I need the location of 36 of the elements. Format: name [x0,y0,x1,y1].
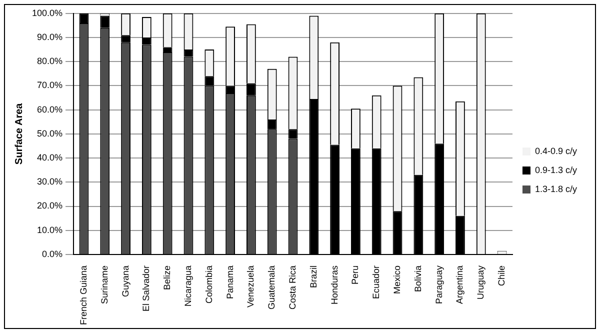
x-tick-label: Chile [496,265,507,286]
y-tick-label: 100.0% [32,8,63,18]
x-tick-label: Ecuador [371,265,382,299]
y-tick-label: 0.0% [42,248,63,259]
legend-label: 0.9-1.3 c/y [534,164,578,175]
x-tick-label: Panama [224,265,235,299]
y-tick-label: 30.0% [36,176,63,187]
legend-label: 0.4-0.9 c/y [534,146,578,156]
x-tick-label: Mexico [392,265,402,294]
x-tick-label: Paraguay [434,264,444,304]
y-tick-label: 90.0% [36,32,63,42]
x-tick-label: Guyana [120,265,130,297]
x-tick-label: Suriname [99,265,110,304]
y-tick-label: 60.0% [36,104,63,114]
x-tick-label: Uruguay [476,264,486,300]
x-tick-label: Costa Rica [287,265,298,310]
x-tick-label: Peru [350,265,360,284]
x-tick-label: French Guiana [78,265,88,326]
y-tick-label: 20.0% [36,200,63,211]
legend-label: 1.3-1.8 c/y [534,184,578,194]
y-tick-label: 50.0% [36,128,63,138]
y-axis-title: Surface Area [14,102,25,165]
x-tick-label: Venezuela [246,265,256,308]
x-tick-label: Colombia [204,265,214,304]
x-tick-label: Honduras [329,264,340,304]
x-tick-label: Belize [162,265,172,290]
y-tick-label: 40.0% [36,152,63,163]
x-tick-label: Bolivia [412,265,423,292]
x-tick-label: Nicaragua [182,265,193,306]
x-tick-label: Argentina [454,265,465,304]
x-tick-label: Brazil [308,265,318,288]
y-tick-label: 80.0% [36,56,63,66]
y-tick-label: 10.0% [36,224,63,235]
y-tick-label: 70.0% [36,80,63,90]
x-tick-label: Guatemala [266,265,277,310]
x-tick-label: El Salvador [141,265,152,312]
